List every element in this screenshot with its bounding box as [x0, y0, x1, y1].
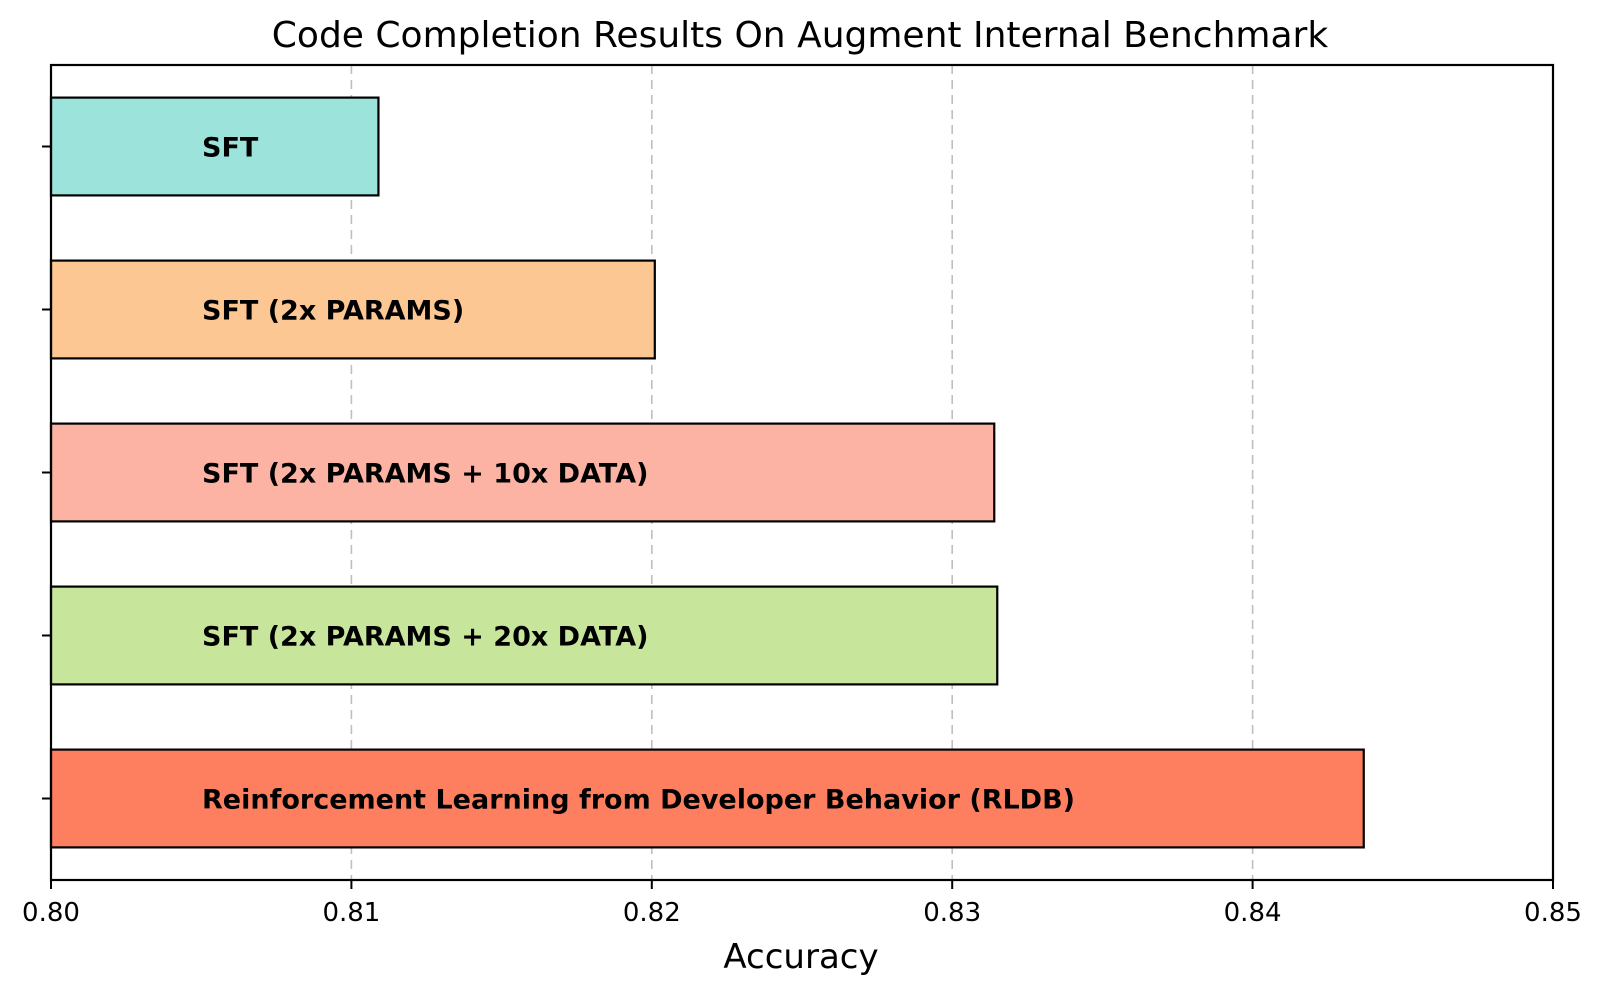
x-tick-label: 0.80 — [22, 898, 80, 928]
x-tick-label: 0.82 — [623, 898, 681, 928]
bar-label: SFT (2x PARAMS + 10x DATA) — [202, 459, 648, 490]
bar-3 — [49, 422, 996, 523]
bar-2 — [49, 259, 656, 360]
x-tick-label: 0.81 — [322, 898, 380, 928]
bar-1 — [49, 96, 380, 197]
x-tick-label: 0.83 — [923, 898, 981, 928]
bar-label: SFT — [202, 133, 259, 164]
y-ticks — [42, 145, 51, 800]
bar-label: SFT (2x PARAMS + 20x DATA) — [202, 622, 648, 653]
x-tick-label: 0.85 — [1524, 898, 1582, 928]
x-tick-label: 0.84 — [1224, 898, 1282, 928]
bar-label: SFT (2x PARAMS) — [202, 296, 464, 327]
x-ticks: 0.80 0.81 0.82 0.83 0.84 0.85 — [22, 880, 1582, 928]
bar-label: Reinforcement Learning from Developer Be… — [202, 785, 1075, 816]
bars: SFT SFT (2x PARAMS) SFT (2x PARAMS + 10x D… — [49, 96, 1365, 849]
chart-title: Code Completion Results On Augment Inter… — [272, 15, 1329, 56]
x-axis-label: Accuracy — [723, 937, 878, 977]
